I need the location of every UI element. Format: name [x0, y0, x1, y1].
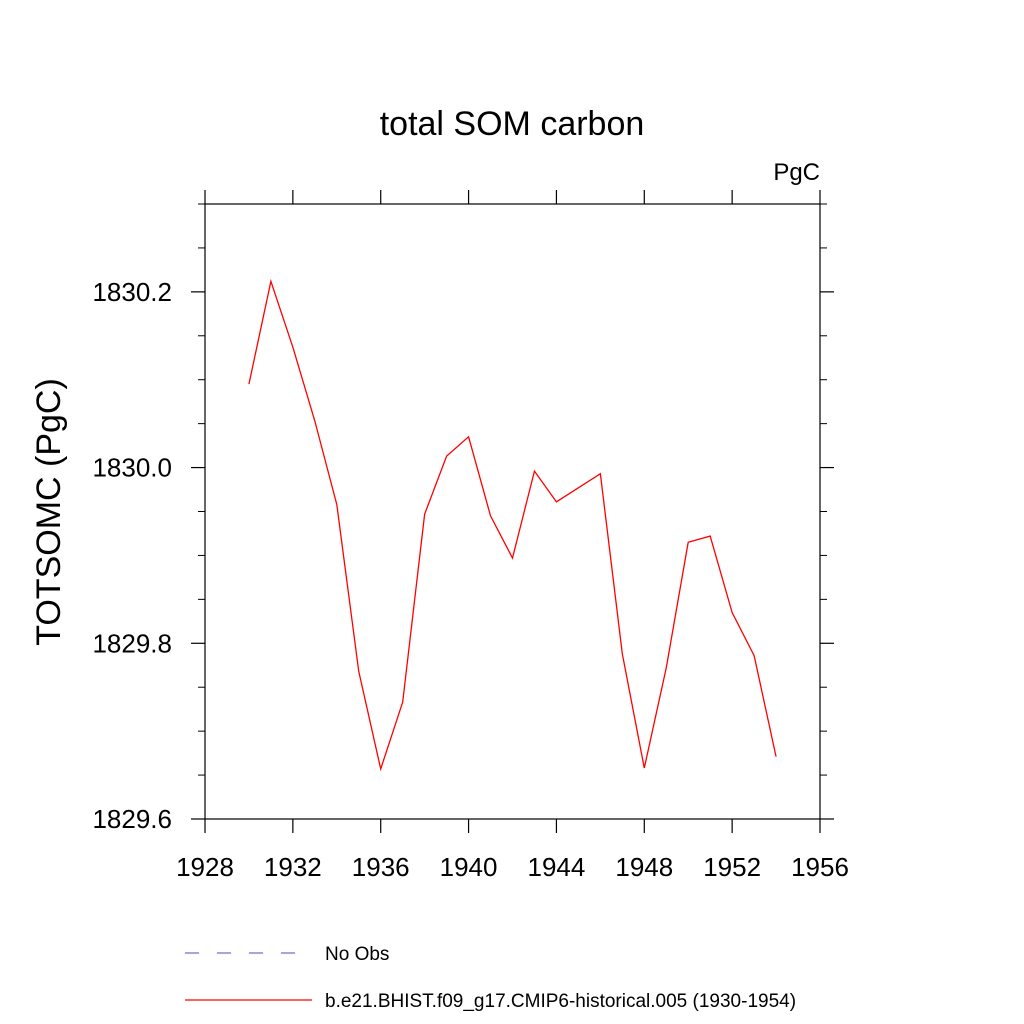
- tick-labels: 1928 1932 1936 1940 1944 1948 1952 1956 1829.6 18…: [92, 277, 848, 882]
- y-axis-label: TOTSOMC (PgC): [30, 378, 68, 646]
- plot-frame: [204, 203, 821, 820]
- series-line: [248, 278, 777, 772]
- y-tick-label: 1829.6: [92, 804, 172, 834]
- legend: No Obs b.e21.BHIST.f09_g17.CMIP6-historic…: [185, 944, 796, 1012]
- series-layer: [248, 278, 777, 772]
- x-tick-label: 1928: [176, 852, 234, 882]
- x-tick-label: 1944: [528, 852, 586, 882]
- y-tick-label: 1830.0: [92, 453, 172, 483]
- chart-title: total SOM carbon: [380, 105, 645, 143]
- y-tick-label: 1830.2: [92, 277, 172, 307]
- x-tick-label: 1936: [352, 852, 410, 882]
- x-tick-label: 1956: [791, 852, 849, 882]
- x-tick-label: 1940: [440, 852, 498, 882]
- legend-label: b.e21.BHIST.f09_g17.CMIP6-historical.005…: [325, 991, 796, 1012]
- x-tick-label: 1948: [615, 852, 673, 882]
- axis-ticks: [191, 190, 834, 833]
- x-tick-label: 1932: [264, 852, 322, 882]
- y-tick-label: 1829.8: [92, 628, 172, 658]
- units-label: PgC: [773, 159, 820, 186]
- x-tick-label: 1952: [703, 852, 761, 882]
- legend-label: No Obs: [325, 944, 389, 965]
